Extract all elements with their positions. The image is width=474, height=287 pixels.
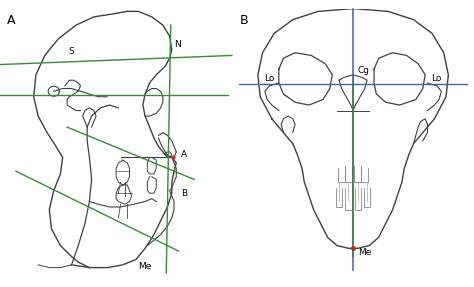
Text: B: B [239, 14, 248, 27]
Text: S: S [69, 47, 74, 56]
Text: B: B [181, 189, 187, 198]
Text: Me: Me [138, 262, 152, 271]
Text: Lo: Lo [264, 74, 275, 83]
Text: Cg: Cg [358, 66, 370, 75]
Text: A: A [7, 14, 16, 27]
Text: Lo: Lo [431, 74, 442, 83]
Text: A: A [181, 150, 187, 159]
Text: Me: Me [358, 248, 371, 257]
Text: N: N [174, 40, 181, 49]
